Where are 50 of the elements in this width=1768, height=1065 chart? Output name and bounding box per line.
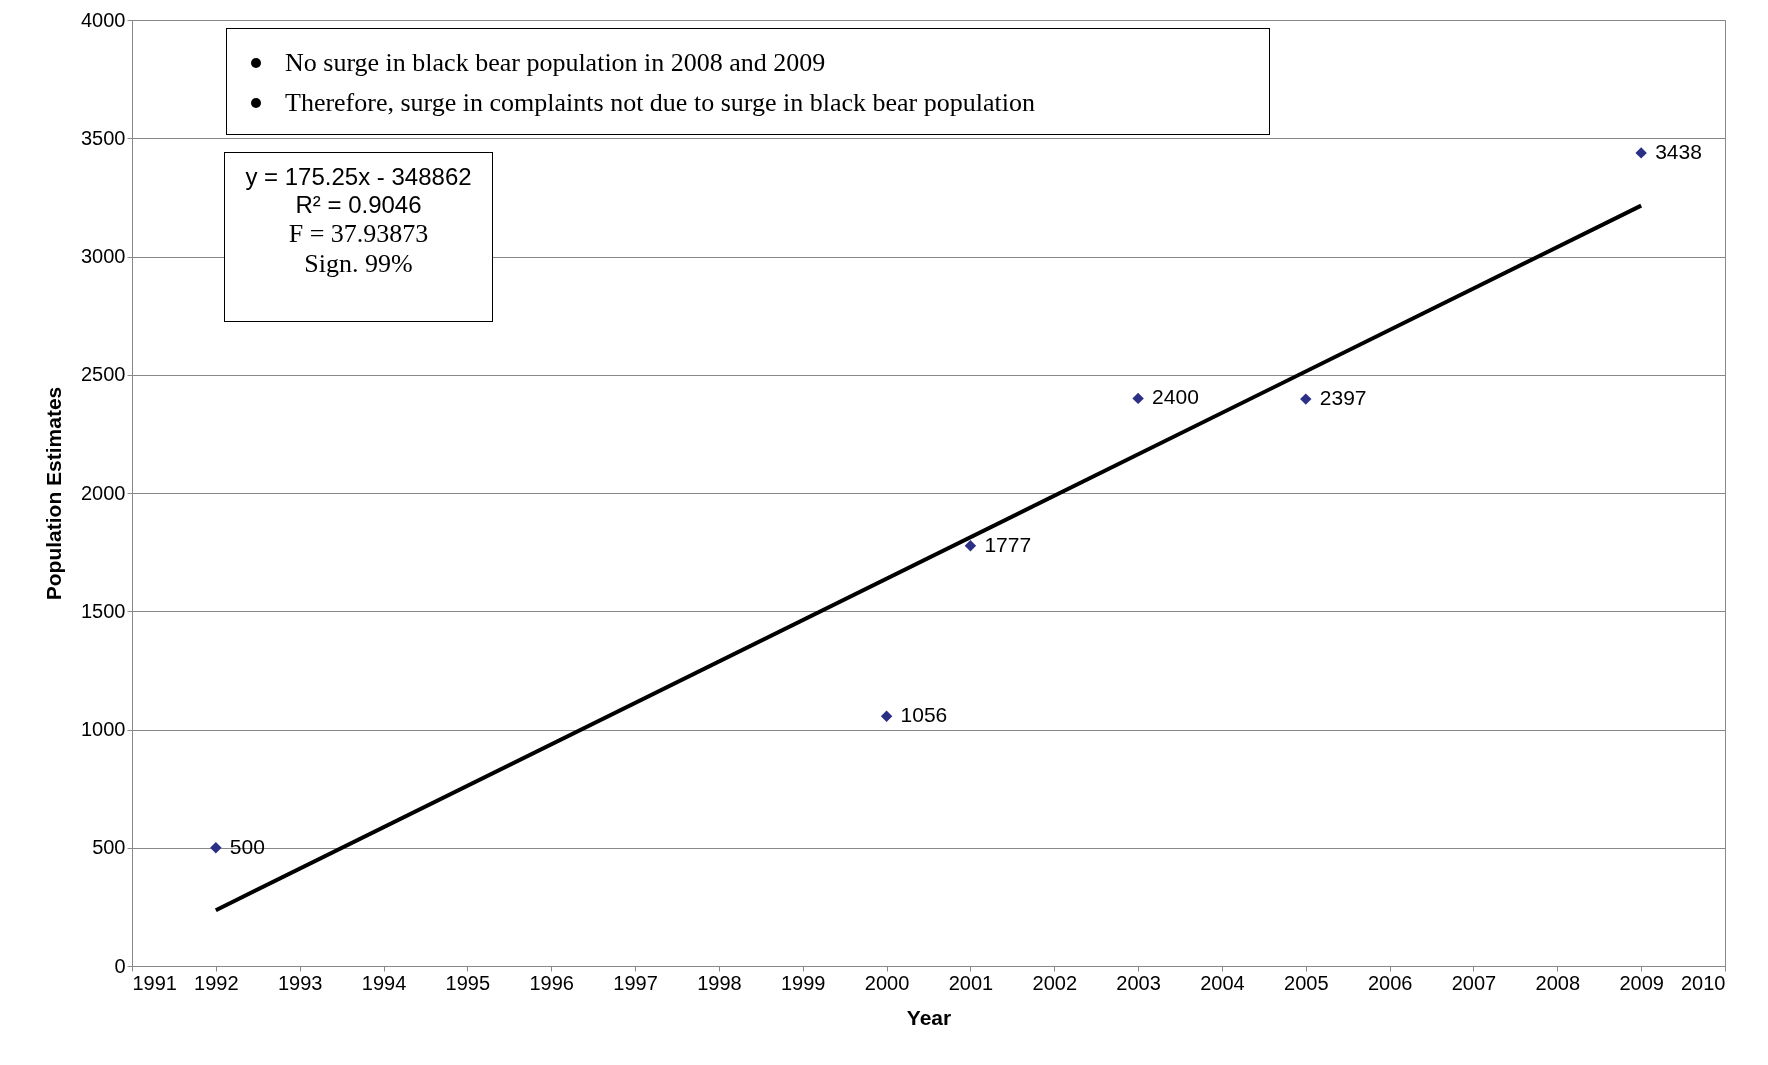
y-tick-label: 4000 xyxy=(81,8,126,31)
data-label: 1777 xyxy=(984,532,1032,556)
y-tick-label: 3500 xyxy=(81,126,126,149)
x-tick-label: 1991 xyxy=(132,971,177,994)
y-tick-label: 2500 xyxy=(81,363,126,386)
x-tick-label: 2000 xyxy=(864,971,910,994)
x-tick-label: 2005 xyxy=(1284,971,1329,994)
x-tick-label: 2003 xyxy=(1116,971,1161,994)
x-tick-label: 2004 xyxy=(1200,971,1245,994)
point xyxy=(1635,147,1647,159)
point xyxy=(1132,392,1144,405)
point xyxy=(964,540,977,552)
data-label: 500 xyxy=(229,834,265,858)
data-label: 3438 xyxy=(1655,139,1702,163)
x-tick-label: 1995 xyxy=(445,971,491,994)
y-tick-label: 2000 xyxy=(81,481,126,504)
x-tick-label: 1997 xyxy=(613,971,658,994)
point xyxy=(210,842,222,854)
x-tick-label: 1996 xyxy=(529,971,574,994)
data-label: 2397 xyxy=(1319,386,1367,410)
y-tick-label: 0 xyxy=(114,954,126,977)
x-tick-label: 1992 xyxy=(194,971,239,994)
x-tick-label: 1994 xyxy=(361,971,407,994)
annotation: No surge in black bear population in 2008 and 2009 xyxy=(285,48,826,77)
y-tick-label: 500 xyxy=(92,836,126,859)
y-tick-label: 1000 xyxy=(81,718,126,740)
annotation: R² = 0.9046 xyxy=(294,191,423,219)
x-tick-label: 2009 xyxy=(1619,971,1664,994)
data-label: 2400 xyxy=(1152,385,1199,409)
y-tick-label: 3000 xyxy=(81,245,126,267)
x-tick-label: 2002 xyxy=(1032,971,1078,994)
x-tick-label: 2007 xyxy=(1451,971,1497,994)
x-tick-label: 2008 xyxy=(1535,971,1581,994)
annotation: y = 175.25x - 348862 xyxy=(244,163,473,191)
x-tick-label: 2010 xyxy=(1681,971,1726,994)
x-tick-label: 2006 xyxy=(1367,971,1413,994)
point xyxy=(1300,393,1312,405)
x-tick-label: 1993 xyxy=(277,971,323,994)
x-tick-label: 1999 xyxy=(780,971,826,994)
point xyxy=(880,710,893,722)
x-axis-title: Year xyxy=(906,1005,952,1029)
annotation: Therefore, surge in complaints not due to surge in black bear population xyxy=(285,88,1035,117)
x-tick-label: 1998 xyxy=(697,971,742,994)
y-tick-label: 1500 xyxy=(81,599,126,622)
note-box: No surge in black bear population in 2008 and 2009 Therefore, surge in complaints not due to surge in black bear population xyxy=(226,28,1270,135)
data-label: 1056 xyxy=(900,703,948,727)
x-tick-label: 2001 xyxy=(948,971,994,994)
annotation: Sign. 99% xyxy=(303,249,414,279)
annotation: F = 37.93873 xyxy=(287,219,430,249)
y-axis-title: Population Estimates xyxy=(42,386,66,601)
